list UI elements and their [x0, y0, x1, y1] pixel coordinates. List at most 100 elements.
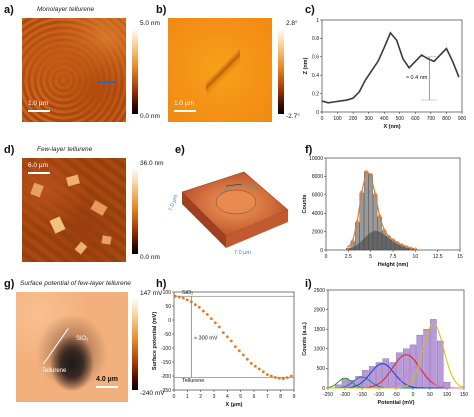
panel-d-colorbar-min: 0.0 nm [140, 254, 160, 261]
panel-f-chart: 0 2.5 5 7.5 10 12.5 15 0 2000 4000 6000 8000 10000 He… [302, 156, 463, 268]
y-tick-label: -200 [161, 374, 171, 380]
x-tick-label: 400 [380, 116, 389, 122]
y-tick-label: 0 [316, 110, 319, 116]
x-tick-label: 2 [199, 394, 202, 400]
y-axis-title: Surface potential (mV) [152, 312, 158, 371]
panel-g-colorbar [132, 298, 138, 390]
x-tick-label: 900 [458, 116, 467, 122]
panel-c-letter: c) [305, 4, 315, 16]
panel-g-letter: g) [4, 278, 15, 290]
data-point [249, 362, 253, 365]
x-tick-label: 7.5 [390, 254, 397, 260]
data-point [233, 345, 237, 348]
x-tick-label: 2.5 [345, 254, 352, 260]
x-tick-label: 4 [226, 394, 229, 400]
panel-b-letter: b) [156, 4, 167, 16]
y-tick-label: -100 [161, 346, 171, 352]
panel-d-colorbar [132, 168, 138, 254]
y-tick-label: 2500 [314, 288, 325, 294]
panel-e-3d-view [181, 171, 289, 248]
y-tick-label: 0 [320, 248, 323, 254]
x-tick-label: -100 [374, 392, 384, 398]
data-point [217, 325, 221, 329]
panel-g-colorbar-min: -240 mV [140, 390, 165, 397]
y-axis-title: Z (nm) [303, 57, 309, 74]
data-point [173, 294, 177, 298]
x-tick-label: 100 [333, 116, 342, 122]
data-point [225, 335, 229, 339]
flake [49, 216, 66, 234]
x-tick-label: 12.5 [433, 254, 443, 260]
x-axis-title: X (µm) [226, 402, 243, 408]
data-point [241, 353, 245, 357]
x-tick-label: 0 [412, 392, 415, 398]
y-tick-label: 0.8 [312, 36, 319, 42]
data-point [205, 313, 209, 316]
x-tick-label: -200 [340, 392, 350, 398]
fit-point [369, 173, 373, 177]
panel-c-chart: 0 100 200 300 400 500 600 700 800 900 0 0.2 0.4 0.6 0.… [303, 18, 467, 130]
y-tick-label: 0.2 [312, 91, 319, 97]
x-tick-label: 7 [266, 394, 269, 400]
x-tick-label: 200 [349, 116, 358, 122]
panel-b-colorbar-min: -2.7° [286, 113, 300, 120]
profile-line [98, 81, 116, 83]
data-point [285, 376, 289, 380]
panel-f-letter: f) [305, 144, 313, 156]
scale-bar-label: 1.0 µm [174, 100, 195, 107]
fit-point [400, 243, 404, 247]
fit-point [346, 245, 350, 249]
panel-g-colorbar-max: 147 mV [140, 290, 163, 297]
x-tick-label: 700 [427, 116, 436, 122]
data-point [253, 364, 257, 368]
data-point [265, 373, 269, 376]
x-tick-label: 150 [460, 392, 469, 398]
data-point [185, 298, 189, 302]
flake-outline [206, 48, 240, 98]
panel-d-letter: d) [4, 144, 15, 156]
x-tick-label: 800 [442, 116, 451, 122]
panel-a-title: Monolayer tellurene [37, 6, 95, 13]
y-tick-label: 0 [168, 318, 171, 324]
x-tick-label: 1 [186, 394, 189, 400]
plot-frame [327, 289, 465, 389]
potential-annotation: ≈ 300 mV [194, 336, 218, 342]
x-tick-label: 15 [457, 254, 463, 260]
panel-g-kpfm-image: SiO₂ Tellurene 4.0 µm [16, 292, 128, 402]
x-tick-label: -250 [323, 392, 333, 398]
x-tick-label: -150 [357, 392, 367, 398]
y-tick-label: 2000 [312, 229, 323, 235]
y-tick-label: -150 [161, 360, 171, 366]
histogram-bar [436, 340, 444, 389]
fit-point [395, 241, 399, 245]
tellurene-label: Tellurene [182, 378, 204, 384]
data-point [213, 321, 217, 325]
fit-point [364, 170, 368, 174]
panel-b-colorbar [278, 28, 284, 114]
panel-b-colorbar-max: 2.8° [286, 20, 298, 27]
scale-bar [96, 386, 118, 388]
panel-i-chart: -250 -200 -150 -100 -50 0 50 100 150050010001500… [302, 288, 469, 406]
panel-h-chart: 0 1 2 3 4 5 6 7 8 9 -250 -200 -150 -100 -50 0 50 100 X (µm… [152, 290, 296, 408]
x-tick-label: 0 [321, 116, 324, 122]
data-point [237, 349, 241, 353]
data-point [197, 306, 201, 309]
data-point [189, 300, 193, 304]
y-tick-label: 8000 [312, 174, 323, 180]
x-tick-label: 10 [413, 254, 419, 260]
histogram-bar [382, 358, 390, 389]
flake [90, 200, 108, 216]
histogram-bar [389, 362, 396, 389]
fit-point [391, 238, 395, 242]
scale-bar-label: 1.0 µm [28, 100, 49, 107]
y-tick-label: 0.6 [312, 55, 319, 61]
fit-point [413, 247, 417, 251]
data-point [257, 367, 261, 371]
panel-a-colorbar-min: 0.0 nm [140, 113, 160, 120]
y-tick-label: 6000 [312, 193, 323, 199]
profile-line [42, 328, 70, 365]
scale-bar [28, 172, 50, 174]
data-point [269, 374, 273, 378]
x-tick-label: 3 [213, 394, 216, 400]
panel-g-title: Surface potential of few-layer tellurene [20, 280, 131, 287]
